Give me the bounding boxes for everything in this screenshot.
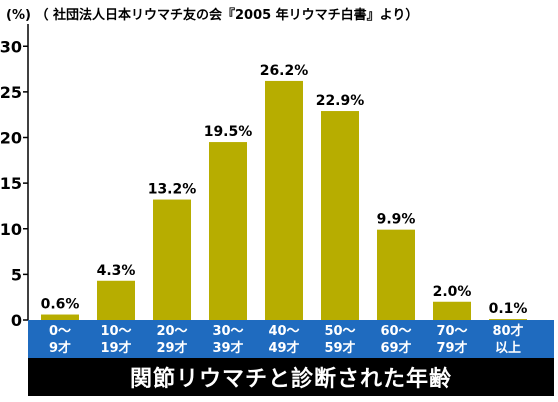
x-tick-label: 50〜 59才 (324, 324, 355, 356)
bar (489, 319, 527, 320)
x-axis-title-banner: 関節リウマチと診断された年齢 (28, 358, 554, 396)
bar (41, 314, 79, 320)
y-tick-label: 5 (11, 265, 22, 284)
bar-value-label: 22.9% (316, 93, 365, 109)
y-tick-label: 25 (0, 83, 22, 102)
y-tick-label: 15 (0, 174, 22, 193)
bar-value-label: 2.0% (433, 284, 472, 300)
bar (97, 280, 135, 320)
y-tick-label: 30 (0, 37, 22, 56)
bar-value-label: 26.2% (260, 63, 309, 79)
x-tick-label: 60〜 69才 (380, 324, 411, 356)
x-axis-tick-labels: 0〜 9才 10〜 19才 20〜 29才 30〜 39才 40〜 49才 50〜 59才 60〜 69才… (49, 323, 524, 356)
x-tick-label: 80才以上 (492, 323, 523, 356)
x-tick-label: 0〜 9才 (49, 324, 71, 356)
chart-header: (%) （ 社団法人日本リウマチ友の会『2005 年リウマチ白書』より） (6, 4, 418, 23)
bar (377, 229, 415, 320)
unit-label: (%) (6, 8, 31, 23)
x-tick-label: 70〜 79才 (436, 324, 467, 356)
y-tick-label: 20 (0, 129, 22, 148)
bar-value-label: 0.6% (41, 297, 80, 313)
bar-value-label: 9.9% (377, 212, 416, 228)
bar (321, 111, 359, 320)
bar (209, 142, 247, 320)
y-tick-label: 10 (0, 220, 22, 239)
bar-value-label: 19.5% (204, 124, 253, 140)
value-labels: 0.6% 4.3% 13.2% 19.5% 26.2% 22.9% 9.9% 2.0% 0.1% (41, 63, 528, 317)
bar (153, 199, 191, 320)
bars (41, 80, 527, 320)
x-tick-label: 30〜 39才 (212, 324, 243, 356)
x-axis-band (28, 320, 554, 358)
y-axis: 0 5 10 15 20 25 30 (0, 24, 29, 330)
bar-value-label: 0.1% (489, 301, 528, 317)
bar-value-label: 4.3% (97, 263, 136, 279)
source-note: （ 社団法人日本リウマチ友の会『2005 年リウマチ白書』より） (35, 8, 419, 23)
x-tick-label: 20〜 29才 (156, 324, 187, 356)
bar-value-label: 13.2% (148, 182, 197, 198)
bar (433, 301, 471, 320)
x-tick-label: 10〜 19才 (100, 324, 131, 356)
y-tick-label: 0 (11, 311, 22, 330)
x-tick-label: 40〜 49才 (268, 324, 299, 356)
bar (265, 80, 303, 320)
